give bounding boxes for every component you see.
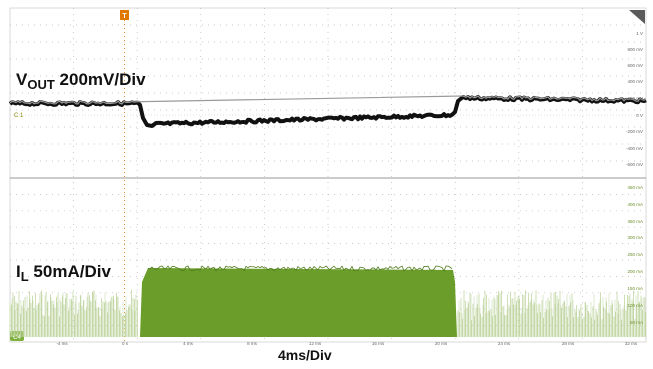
il-scale-label: IL 50mA/Div [16, 262, 111, 284]
il-burst-edge [147, 265, 453, 272]
il-scale-value: 50mA/Div [33, 262, 111, 281]
vout-scale-value: 200mV/Div [59, 70, 146, 89]
lower-axis-tick-label: 250 mA [627, 252, 643, 257]
upper-axis-tick-label: 200 mV [627, 96, 643, 101]
upper-axis-tick-label: 800 mV [627, 47, 643, 52]
lower-axis-tick-label: 350 mA [627, 219, 643, 224]
il-subscript: L [20, 269, 29, 284]
time-axis-tick-label: 28 ms [562, 341, 575, 346]
lower-axis-tick-label: 450 mA [627, 185, 643, 190]
time-axis-tick-label: 0 s [122, 341, 129, 346]
time-axis-tick-label: 8 ms [247, 341, 258, 346]
il-burst-block [140, 268, 457, 337]
time-axis-tick-label: 20 ms [435, 341, 448, 346]
upper-axis-tick-label: -200 mV [626, 129, 643, 134]
lower-axis-tick-label: 100 mA [627, 303, 643, 308]
lower-axis-tick-label: 300 mA [627, 235, 643, 240]
upper-voltage-axis-labels: 1 V 800 mV 600 mV 400 mV 200 mV 0 V -200 mV -40… [626, 31, 643, 167]
il-current-waveform [9, 265, 646, 337]
upper-axis-tick-label: 400 mV [627, 79, 643, 84]
time-axis-tick-label: -4 ms [56, 341, 68, 346]
trigger-marker[interactable]: T [120, 10, 129, 342]
lower-axis-tick-label: 400 mA [627, 202, 643, 207]
upper-axis-tick-label: 600 mV [627, 63, 643, 68]
upper-axis-tick-label: 0 V [636, 113, 643, 118]
vout-noise-band [9, 95, 647, 105]
time-axis-labels: -4 ms 0 s 4 ms 8 ms 12 ms 16 ms 20 ms 24 ms 28 m… [56, 341, 637, 346]
acquisition-corner-icon [629, 10, 645, 24]
vout-scale-label: VOUT 200mV/Div [16, 70, 146, 92]
upper-axis-tick-label: -600 mV [626, 162, 643, 167]
time-axis-tick-label: 24 ms [498, 341, 511, 346]
upper-axis-tick-label: 1 V [636, 31, 643, 36]
vout-voltage-waveform [8, 94, 647, 128]
upper-axis-tick-label: -400 mV [626, 146, 643, 151]
time-scale-label: 4ms/Div [278, 347, 332, 363]
lower-axis-tick-label: 200 mA [627, 269, 643, 274]
il-symbol: I [16, 262, 21, 281]
vout-trace-line [8, 94, 647, 128]
time-axis-tick-label: 12 ms [309, 341, 322, 346]
time-axis-tick-label: 16 ms [372, 341, 385, 346]
trigger-marker-label: T [122, 13, 127, 20]
channel-1-marker[interactable]: C 1 [14, 113, 24, 119]
trigger-marker-box [120, 10, 129, 20]
time-axis-tick-label: 32 ms [625, 341, 638, 346]
lower-axis-tick-label: 50 mA [630, 320, 643, 325]
lower-axis-tick-label: 150 mA [627, 286, 643, 291]
lower-current-axis-labels: 450 mA 400 mA 350 mA 300 mA 250 mA 200 mA 150 … [627, 185, 643, 325]
channel-4-marker: C4 [13, 335, 21, 341]
time-axis-tick-label: 4 ms [183, 341, 194, 346]
vout-symbol: V [16, 70, 28, 89]
vout-subscript: OUT [27, 77, 55, 92]
